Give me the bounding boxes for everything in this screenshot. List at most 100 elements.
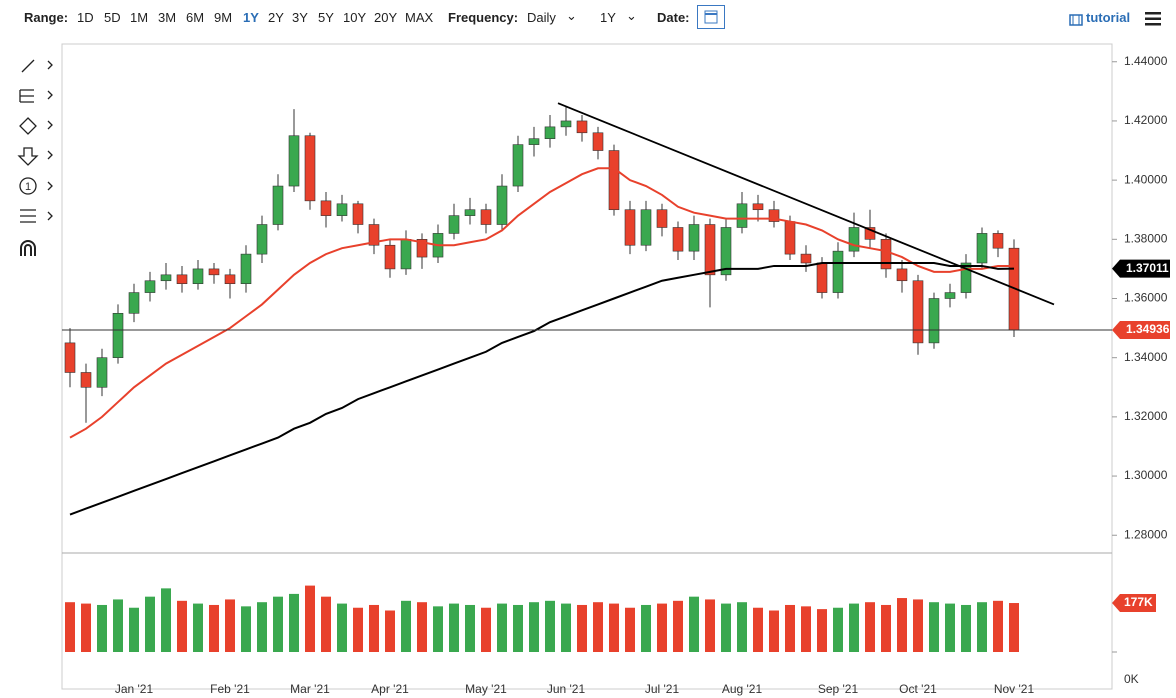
volume-bar bbox=[529, 602, 539, 652]
tutorial-link[interactable]: tutorial bbox=[1086, 10, 1131, 25]
range-button[interactable]: 9M bbox=[214, 10, 233, 25]
volume-bar bbox=[641, 604, 651, 652]
candle-body bbox=[848, 227, 860, 252]
volume-bar bbox=[449, 603, 459, 652]
x-tick-label: Feb '21 bbox=[210, 682, 250, 696]
expand-arrow[interactable] bbox=[47, 211, 53, 221]
volume-bar bbox=[385, 610, 395, 652]
frequency-select[interactable]: Daily bbox=[527, 10, 556, 25]
text-tool-glyph: 1 bbox=[25, 181, 31, 193]
line-tool[interactable] bbox=[21, 59, 35, 73]
candle-body bbox=[240, 253, 252, 285]
candle-body bbox=[80, 372, 92, 388]
measure-tool[interactable] bbox=[20, 209, 36, 223]
volume-bar bbox=[465, 604, 475, 652]
volume-bar bbox=[737, 602, 747, 652]
volume-bar bbox=[305, 585, 315, 652]
calendar-button[interactable] bbox=[697, 5, 725, 29]
candle-body bbox=[960, 262, 972, 293]
expand-arrow[interactable] bbox=[47, 150, 53, 160]
fib-tool[interactable] bbox=[19, 89, 34, 103]
tutorial-icon bbox=[1069, 14, 1083, 26]
volume-bar bbox=[193, 603, 203, 652]
shape-tool[interactable] bbox=[19, 117, 37, 135]
candle-body bbox=[672, 227, 684, 252]
dropdown-icon: ⌄ bbox=[566, 8, 577, 23]
magnet-tool[interactable] bbox=[20, 240, 36, 256]
candle-body bbox=[336, 203, 348, 216]
y-tick-label: 1.34000 bbox=[1124, 350, 1168, 364]
range-button[interactable]: 1D bbox=[77, 10, 94, 25]
volume-bar bbox=[113, 599, 123, 652]
expand-arrow[interactable] bbox=[47, 60, 53, 70]
volume-bar bbox=[689, 596, 699, 652]
volume-bar bbox=[657, 603, 667, 652]
range-button[interactable]: 2Y bbox=[268, 10, 284, 25]
candle-body bbox=[352, 203, 364, 225]
volume-bar bbox=[609, 603, 619, 652]
candle-body bbox=[576, 120, 588, 134]
range-button[interactable]: 3M bbox=[158, 10, 177, 25]
range-button[interactable]: 3Y bbox=[292, 10, 308, 25]
candle-body bbox=[304, 135, 316, 202]
range-button[interactable]: 1Y bbox=[243, 10, 259, 25]
candle-body bbox=[800, 253, 812, 264]
candle-body bbox=[816, 262, 828, 293]
range-button[interactable]: 1M bbox=[130, 10, 149, 25]
volume-bar bbox=[913, 599, 923, 652]
range-button[interactable]: 20Y bbox=[374, 10, 398, 25]
volume-bar bbox=[273, 596, 283, 652]
range-button[interactable]: MAX bbox=[405, 10, 434, 25]
volume-bar bbox=[801, 606, 811, 652]
ma-value-label-box bbox=[1112, 259, 1170, 278]
x-tick-label: Jul '21 bbox=[645, 682, 680, 696]
candle-body bbox=[416, 239, 428, 258]
candle-body bbox=[720, 227, 732, 276]
text-tool[interactable] bbox=[19, 177, 37, 195]
candle-body bbox=[272, 185, 284, 225]
expand-arrow[interactable] bbox=[47, 181, 53, 191]
volume-bar bbox=[993, 600, 1003, 652]
candle-body bbox=[784, 221, 796, 255]
volume-bar bbox=[545, 600, 555, 652]
volume-label: 177K bbox=[1124, 595, 1153, 609]
candle-body bbox=[752, 203, 764, 211]
expand-arrow[interactable] bbox=[47, 120, 53, 130]
range-button[interactable]: 6M bbox=[186, 10, 205, 25]
candle-body bbox=[528, 138, 540, 145]
volume-bar bbox=[817, 609, 827, 652]
toolbar: Range: 1D 5D 1M 3M 6M 9M 1Y 2Y 3Y 5Y 10Y 20Y MAX Fre… bbox=[0, 0, 1176, 36]
moving-average bbox=[69, 261, 1015, 516]
candle-body bbox=[656, 209, 668, 228]
volume-bar bbox=[177, 600, 187, 652]
volume-bar bbox=[353, 607, 363, 652]
x-tick-label: Oct '21 bbox=[899, 682, 937, 696]
arrow-tool[interactable] bbox=[17, 147, 39, 166]
range-button[interactable]: 5Y bbox=[318, 10, 334, 25]
range-button[interactable]: 5D bbox=[104, 10, 121, 25]
volume-bar bbox=[673, 600, 683, 652]
volume-bar bbox=[321, 596, 331, 652]
volume-bar bbox=[289, 593, 299, 652]
x-tick-label: May '21 bbox=[465, 682, 507, 696]
range-button[interactable]: 10Y bbox=[343, 10, 367, 25]
last-price-label: 1.34936 bbox=[1126, 322, 1170, 336]
expand-arrow[interactable] bbox=[47, 90, 53, 100]
y-tick-label: 1.42000 bbox=[1124, 113, 1168, 127]
volume-bar bbox=[481, 607, 491, 652]
volume-bar bbox=[369, 604, 379, 652]
candle-body bbox=[992, 233, 1004, 249]
candle-body bbox=[976, 233, 988, 264]
volume-bar bbox=[593, 602, 603, 652]
period-select[interactable]: 1Y bbox=[600, 10, 616, 25]
volume-bar bbox=[833, 607, 843, 652]
volume-bar bbox=[753, 607, 763, 652]
candle-body bbox=[896, 268, 908, 282]
y-tick-label: 1.44000 bbox=[1124, 54, 1168, 68]
volume-bar bbox=[161, 588, 171, 652]
candle-body bbox=[768, 209, 780, 222]
menu-button[interactable] bbox=[1145, 12, 1161, 26]
volume-bar bbox=[81, 603, 91, 652]
volume-bar bbox=[417, 602, 427, 652]
